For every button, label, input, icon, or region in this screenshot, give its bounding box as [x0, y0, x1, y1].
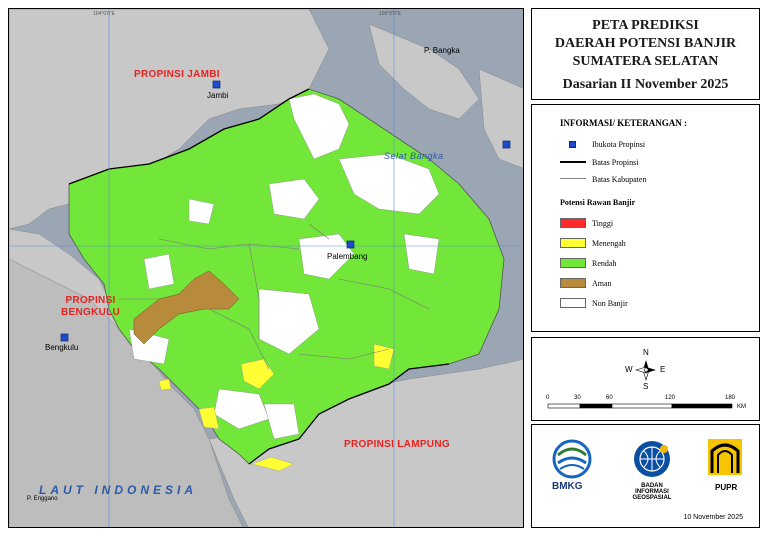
tick-top-left: 104°0'0"E: [93, 11, 115, 17]
swatch-tinggi: [560, 218, 586, 228]
scale-unit: KM: [737, 404, 746, 410]
logo-panel: BMKG BADAN INFORMASI GEOSPASIAL PUPR 10 …: [531, 424, 760, 528]
palembang-marker: [346, 240, 355, 249]
big-label-line1: BADAN INFORMASI: [635, 483, 669, 495]
big-logo-icon: [634, 441, 670, 477]
province-label-bengkulu-line1: PROPINSI: [65, 295, 116, 306]
swatch-rendah: [560, 258, 586, 268]
scale-tick-30: 30: [574, 395, 581, 401]
map-frame: 104°0'0"E 106°0'0"E PROPINSI JAMBI Jambi…: [8, 8, 524, 528]
title-period: Dasarian II November 2025: [562, 77, 729, 92]
scale-tick-0: 0: [546, 395, 550, 401]
legend-class-rendah: Rendah: [560, 258, 616, 268]
legend-class-aman: Aman: [560, 278, 612, 288]
island-label-bangka: P. Bangka: [424, 46, 460, 55]
city-label-bengkulu: Bengkulu: [45, 343, 79, 352]
tick-top-right: 106°0'0"E: [379, 11, 401, 17]
legend-province-border-label: Batas Propinsi: [592, 157, 639, 167]
swatch-aman: [560, 278, 586, 288]
legend-class-tinggi: Tinggi: [560, 218, 613, 228]
legend-risk-heading: Potensi Rawan Banjir: [560, 198, 635, 207]
bmkg-logo-icon: [552, 439, 592, 479]
jambi-province: [9, 9, 330, 230]
regency-border-symbol: [560, 174, 586, 184]
pupr-label: PUPR: [715, 483, 738, 492]
legend-heading: INFORMASI/ KETERANGAN :: [560, 118, 688, 128]
swatch-menengah: [560, 238, 586, 248]
compass-s: S: [643, 382, 649, 391]
legend-regency-border: Batas Kabupaten: [560, 174, 646, 184]
legend-class-menengah: Menengah: [560, 238, 626, 248]
scale-tick-180: 180: [725, 395, 736, 401]
city-label-palembang: Palembang: [327, 252, 368, 261]
legend-class-menengah-label: Menengah: [592, 238, 626, 248]
water-label-selat-bangka: Selat Bangka: [384, 151, 444, 161]
bengkulu-marker: [60, 333, 69, 342]
legend-province-border: Batas Propinsi: [560, 157, 638, 167]
province-border-symbol: [560, 157, 586, 167]
pupr-logo-icon: [708, 439, 742, 475]
scale-bar: [547, 403, 733, 409]
jambi-marker: [212, 80, 221, 89]
publish-date: 10 November 2025: [683, 514, 743, 521]
scale-tick-120: 120: [665, 395, 676, 401]
province-label-bengkulu-line2: BENGKULU: [61, 307, 121, 318]
bangka-capital-marker: [502, 140, 511, 149]
title-panel: PETA PREDIKSI DAERAH POTENSI BANJIR SUMA…: [531, 8, 760, 100]
legend-class-non-banjir-label: Non Banjir: [592, 298, 628, 308]
legend-class-non-banjir: Non Banjir: [560, 298, 628, 308]
city-label-jambi: Jambi: [207, 91, 229, 100]
title-line-2: DAERAH POTENSI BANJIR: [554, 36, 737, 51]
capital-symbol: [560, 139, 586, 149]
sumsel-aman: [133, 270, 240, 345]
water-label-laut-indonesia: LAUT INDONESIA: [39, 483, 197, 497]
title-line-3: SUMATERA SELATAN: [572, 54, 719, 69]
bangka-island: [368, 23, 480, 120]
compass-n: N: [643, 348, 649, 357]
legend-class-rendah-label: Rendah: [592, 258, 617, 268]
legend-capital: Ibukota Propinsi: [560, 139, 645, 149]
north-arrow-icon: [634, 360, 656, 382]
scale-tick-60: 60: [606, 395, 613, 401]
island-label-enggano: P. Enggano: [27, 496, 58, 502]
swatch-non-banjir: [560, 298, 586, 308]
legend-regency-border-label: Batas Kabupaten: [592, 174, 647, 184]
compass-w: W: [625, 365, 633, 374]
province-label-jambi: PROPINSI JAMBI: [134, 69, 220, 80]
big-label: BADAN INFORMASI GEOSPASIAL: [624, 483, 680, 501]
legend-capital-label: Ibukota Propinsi: [592, 139, 646, 149]
province-label-bengkulu: PROPINSI BENGKULU: [61, 295, 120, 319]
bmkg-label: BMKG: [552, 481, 583, 492]
compass-panel: N S W E 0 30 60 120 180 KM: [531, 337, 760, 421]
title-line-1: PETA PREDIKSI: [592, 18, 699, 33]
legend-class-aman-label: Aman: [592, 278, 612, 288]
big-label-line2: GEOSPASIAL: [632, 495, 672, 501]
legend-risk-heading-text: Potensi Rawan Banjir: [560, 198, 636, 207]
legend-class-tinggi-label: Tinggi: [592, 218, 614, 228]
province-label-lampung: PROPINSI LAMPUNG: [344, 439, 450, 450]
map-canvas: [9, 9, 523, 527]
legend-panel: INFORMASI/ KETERANGAN : Ibukota Propinsi…: [531, 104, 760, 332]
compass-e: E: [660, 365, 666, 374]
